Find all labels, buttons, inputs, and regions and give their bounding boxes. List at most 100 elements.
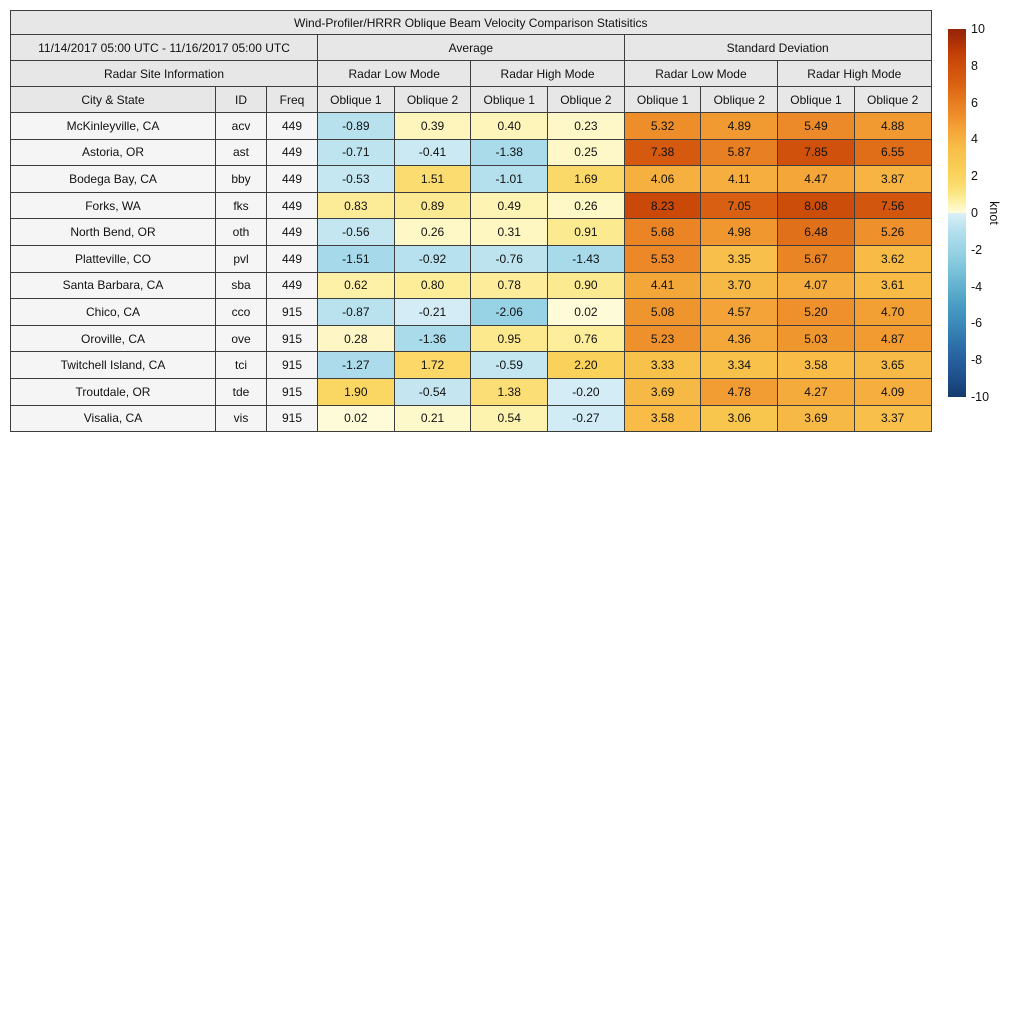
avg-value-cell-1: -0.53 — [317, 165, 395, 193]
freq-cell: 449 — [266, 138, 318, 167]
oblique1-column-header: Oblique 1 — [317, 86, 395, 113]
city-state-column-header: City & State — [10, 86, 216, 113]
table-row: Forks, WA fks 449 0.83 0.89 0.49 0.26 8.23 7.05 8… — [10, 191, 932, 220]
freq-cell: 915 — [266, 298, 318, 326]
avg-value-cell-2: -0.92 — [393, 244, 472, 273]
city-state-cell: Santa Barbara, CA — [10, 271, 216, 300]
std-value-cell-2: 3.34 — [700, 351, 779, 379]
std-value-cell-3: 6.48 — [777, 218, 855, 246]
std-value-cell-1: 3.69 — [623, 377, 702, 406]
std-value-cell-1: 5.68 — [623, 218, 702, 246]
city-state-cell: Astoria, OR — [10, 138, 216, 167]
city-state-cell: Troutdale, OR — [10, 377, 216, 406]
avg-value-cell-4: 0.25 — [547, 138, 625, 167]
avg-value-cell-4: 1.69 — [547, 165, 625, 193]
site-id-cell: fks — [215, 191, 267, 220]
table-title: Wind-Profiler/HRRR Oblique Beam Velocity… — [10, 10, 932, 35]
avg-value-cell-4: -0.20 — [547, 377, 625, 406]
site-id-cell: tci — [215, 351, 267, 379]
oblique2-column-header: Oblique 2 — [853, 86, 932, 113]
oblique1-column-header: Oblique 1 — [777, 86, 855, 113]
std-value-cell-4: 4.87 — [853, 324, 932, 353]
table-row: North Bend, OR oth 449 -0.56 0.26 0.31 0.91 5.6… — [10, 218, 932, 246]
std-value-cell-3: 5.67 — [777, 244, 855, 273]
avg-value-cell-3: 1.38 — [470, 377, 549, 406]
std-value-cell-3: 7.85 — [777, 138, 855, 167]
site-id-cell: ast — [215, 138, 267, 167]
stddev-group-header: Standard Deviation — [623, 34, 932, 61]
std-value-cell-1: 3.58 — [623, 404, 702, 433]
std-value-cell-3: 5.20 — [777, 298, 855, 326]
std-value-cell-1: 8.23 — [623, 191, 702, 220]
std-value-cell-4: 3.61 — [853, 271, 932, 300]
avg-value-cell-3: -0.59 — [470, 351, 549, 379]
std-value-cell-2: 4.57 — [700, 298, 779, 326]
std-value-cell-4: 6.55 — [853, 138, 932, 167]
site-id-cell: pvl — [215, 244, 267, 273]
city-state-cell: Chico, CA — [10, 298, 216, 326]
std-value-cell-2: 3.35 — [700, 244, 779, 273]
std-value-cell-2: 4.89 — [700, 112, 779, 140]
avg-value-cell-3: -1.38 — [470, 138, 549, 167]
avg-value-cell-3: -1.01 — [470, 165, 549, 193]
std-value-cell-4: 3.37 — [853, 404, 932, 433]
site-info-header: Radar Site Information — [10, 60, 318, 87]
freq-cell: 449 — [266, 191, 318, 220]
colorbar-gradient — [948, 29, 966, 397]
std-value-cell-2: 4.98 — [700, 218, 779, 246]
site-id-cell: acv — [215, 112, 267, 140]
table-row: Twitchell Island, CA tci 915 -1.27 1.72 -0.59… — [10, 351, 932, 379]
freq-cell: 449 — [266, 244, 318, 273]
avg-high-mode-header: Radar High Mode — [470, 60, 625, 87]
colorbar-tick-label: -6 — [971, 316, 983, 331]
std-value-cell-2: 3.06 — [700, 404, 779, 433]
freq-cell: 915 — [266, 324, 318, 353]
freq-cell: 449 — [266, 218, 318, 246]
freq-cell: 915 — [266, 377, 318, 406]
avg-value-cell-2: -0.21 — [393, 298, 472, 326]
oblique1-column-header: Oblique 1 — [470, 86, 549, 113]
oblique2-column-header: Oblique 2 — [700, 86, 779, 113]
mode-header-row: Radar Site Information Radar Low Mode Ra… — [10, 60, 932, 87]
oblique2-column-header: Oblique 2 — [393, 86, 472, 113]
std-value-cell-4: 4.70 — [853, 298, 932, 326]
avg-value-cell-1: -0.71 — [317, 138, 395, 167]
avg-value-cell-2: 1.51 — [393, 165, 472, 193]
std-value-cell-1: 7.38 — [623, 138, 702, 167]
std-value-cell-1: 4.06 — [623, 165, 702, 193]
avg-value-cell-4: 0.02 — [547, 298, 625, 326]
std-value-cell-2: 4.36 — [700, 324, 779, 353]
avg-low-mode-header: Radar Low Mode — [316, 60, 472, 87]
std-value-cell-1: 5.08 — [623, 298, 702, 326]
table-row: Oroville, CA ove 915 0.28 -1.36 0.95 0.76 5.23 4… — [10, 324, 932, 353]
avg-value-cell-1: -0.56 — [317, 218, 395, 246]
table-row: Astoria, OR ast 449 -0.71 -0.41 -1.38 0.25 7.38… — [10, 138, 932, 167]
avg-value-cell-3: 0.49 — [470, 191, 549, 220]
std-value-cell-3: 4.07 — [777, 271, 855, 300]
avg-value-cell-2: 0.89 — [393, 191, 472, 220]
std-value-cell-1: 3.33 — [623, 351, 702, 379]
average-group-header: Average — [317, 34, 625, 61]
avg-value-cell-2: 0.80 — [393, 271, 472, 300]
avg-value-cell-4: 0.26 — [547, 191, 625, 220]
column-header-row: City & State ID Freq Oblique 1 Oblique 2… — [10, 86, 932, 113]
avg-value-cell-2: 0.39 — [393, 112, 472, 140]
city-state-cell: Platteville, CO — [10, 244, 216, 273]
avg-value-cell-3: 0.54 — [470, 404, 549, 433]
std-value-cell-2: 5.87 — [700, 138, 779, 167]
std-value-cell-3: 3.69 — [777, 404, 855, 433]
std-value-cell-4: 4.09 — [853, 377, 932, 406]
avg-value-cell-1: -0.89 — [317, 112, 395, 140]
avg-value-cell-4: 2.20 — [547, 351, 625, 379]
std-value-cell-4: 3.65 — [853, 351, 932, 379]
group-header-row: 11/14/2017 05:00 UTC - 11/16/2017 05:00 … — [10, 34, 932, 61]
table-row: Santa Barbara, CA sba 449 0.62 0.80 0.78 0.90 4… — [10, 271, 932, 300]
std-value-cell-3: 4.27 — [777, 377, 855, 406]
std-value-cell-2: 3.70 — [700, 271, 779, 300]
std-value-cell-2: 4.11 — [700, 165, 779, 193]
site-id-cell: cco — [215, 298, 267, 326]
colorbar-tick-label: -10 — [971, 390, 990, 404]
std-value-cell-2: 4.78 — [700, 377, 779, 406]
std-low-mode-header: Radar Low Mode — [623, 60, 779, 87]
std-value-cell-4: 3.62 — [853, 244, 932, 273]
